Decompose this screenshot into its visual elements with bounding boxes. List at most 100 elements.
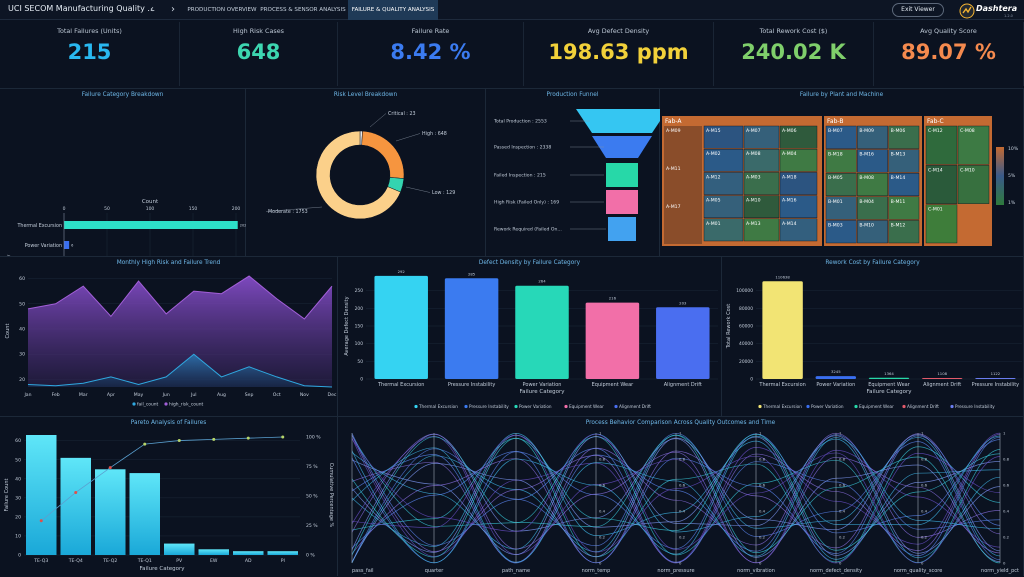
bar [921, 378, 963, 379]
cumulative-point [39, 519, 43, 523]
machine-label: C-M12 [928, 128, 943, 134]
funnel-label: Passed Inspection : 2338 [494, 145, 551, 151]
legend-item: high_risk_count [169, 402, 203, 408]
cumulative-point [177, 439, 181, 443]
x-tick-label: AD [245, 558, 252, 564]
tab-process-sensor-analysis[interactable]: PROCESS & SENSOR ANALYSIS [260, 7, 346, 13]
machine-label: A-M13 [746, 221, 761, 227]
cumulative-point [143, 442, 147, 446]
exit-viewer-button[interactable]: Exit Viewer [892, 3, 944, 17]
parallel-title: Process Behavior Comparison Across Quali… [585, 420, 776, 426]
kpi-card: Failure Rate 8.42 % [338, 22, 524, 86]
axis-tick: 1 [921, 431, 924, 436]
machine-label: C-M08 [960, 128, 975, 134]
x-tick-label: EW [210, 558, 218, 564]
machine-label: A-M17 [666, 204, 681, 210]
y-tick-label: 100000 [736, 288, 753, 294]
x-tick-label: 50 [104, 206, 110, 212]
machine-label: B-M01 [828, 199, 843, 205]
tab-production-overview[interactable]: PRODUCTION OVERVIEW [187, 7, 257, 13]
kpi-value: 89.07 % [901, 40, 996, 64]
cumulative-point [74, 490, 78, 494]
machine-cell [957, 125, 990, 165]
y-axis-title: Failure Count [4, 479, 10, 512]
kpi-label: Total Failures (Units) [57, 27, 122, 35]
kpi-value: 648 [236, 40, 281, 64]
dashtera-logo-icon [959, 3, 975, 19]
y-tick-label: 20 [19, 377, 25, 383]
axis-tick: 0 [759, 561, 762, 566]
legend-marker [902, 404, 906, 409]
kpi-card: Total Failures (Units) 215 [0, 22, 180, 86]
slice-label: Moderate : 1753 [268, 209, 308, 215]
machine-label: C-M01 [928, 207, 943, 213]
kpi-label: Failure Rate [411, 27, 450, 35]
y-tick-label: 40000 [739, 341, 753, 347]
machine-cell [857, 149, 888, 173]
plant-label: Fab-B [827, 118, 843, 125]
machine-label: B-M09 [859, 128, 874, 134]
x-tick-label: Power Variation [523, 382, 562, 388]
failure-category-chart: Count 0 50 100 150 200 Failure Category Thermal… [6, 199, 246, 257]
bar [762, 281, 803, 379]
x-tick-label: Jan [23, 392, 31, 398]
axis-tick: 0 [679, 561, 682, 566]
forward-button[interactable]: › [171, 4, 175, 15]
legend-marker [758, 404, 762, 409]
monthly-trend-chart: 20 30 40 50 60 Count Jan Feb Mar Apr May Jun Jul Aug S… [5, 275, 337, 408]
axis-tick: 0.4 [759, 509, 766, 514]
legend-marker [464, 404, 468, 409]
machine-cell [825, 196, 857, 220]
back-button[interactable]: ‹ [150, 4, 154, 15]
production-funnel-title: Production Funnel [546, 92, 599, 98]
machine-label: B-M11 [891, 199, 906, 205]
y-tick-label: 20 [15, 514, 21, 520]
machine-cell [825, 172, 857, 196]
y-tick-label: 50 [357, 359, 363, 365]
funnel-stage [608, 217, 636, 241]
axis-tick: 1 [679, 431, 682, 436]
slice-label: High : 648 [422, 131, 447, 137]
machine-cell [743, 172, 780, 195]
pareto-panel: Pareto Analysis of Failures 0 10 20 30 40 50 60… [0, 416, 338, 576]
funnel-label: Failed Inspection : 215 [494, 173, 546, 179]
machine-label: A-M11 [666, 166, 681, 172]
machine-label: B-M08 [859, 175, 874, 181]
x-tick-label: Alignment Drift [664, 382, 702, 388]
y-tick-label: 10 [15, 533, 21, 539]
plant-label: Fab-C [927, 118, 944, 125]
legend-item: Power Variation [519, 404, 552, 409]
bar [129, 473, 160, 555]
axis-label: quarter [425, 568, 444, 574]
leader-line [395, 133, 421, 142]
machine-cell [888, 220, 920, 244]
tab-failure-quality-analysis[interactable]: FAILURE & QUALITY ANALYSIS [348, 0, 438, 20]
machine-label: B-M14 [891, 175, 906, 181]
data-label: 285 [468, 271, 476, 276]
y-tick-label: 30 [15, 495, 21, 501]
data-label: 202 [240, 224, 246, 228]
machine-cell [743, 218, 780, 242]
kpi-card: Avg Defect Density 198.63 ppm [524, 22, 714, 86]
axis-tick: 0.6 [599, 483, 606, 488]
series-line [27, 275, 333, 320]
risk-level-chart: Critical : 23 High : 648 Low : 129 Moderate… [265, 111, 455, 220]
x-tick-label: TE-Q1 [137, 558, 152, 564]
y2-tick-label: 50 % [306, 494, 318, 500]
donut-slice [361, 130, 405, 179]
axis-tick: 0 [1003, 561, 1006, 566]
x-tick-label: Thermal Excursion [758, 382, 805, 388]
top-bar: UCI SECOM Manufacturing Quality ... ‹ › … [0, 0, 1024, 20]
category-label: Power Variation [25, 243, 62, 249]
kpi-label: Avg Quality Score [920, 27, 977, 35]
bar [975, 378, 1016, 379]
rework-cost-title: Rework Cost by Failure Category [825, 260, 920, 266]
legend-item: Thermal Excursion [762, 404, 802, 409]
x-axis-title: Failure Category [520, 389, 566, 395]
machine-label: B-M06 [891, 128, 906, 134]
y-tick-label: 60 [19, 276, 25, 282]
machine-cell [703, 195, 744, 218]
kpi-card: High Risk Cases 648 [180, 22, 338, 86]
funnel-stage [606, 190, 638, 214]
machine-label: B-M03 [828, 222, 843, 228]
